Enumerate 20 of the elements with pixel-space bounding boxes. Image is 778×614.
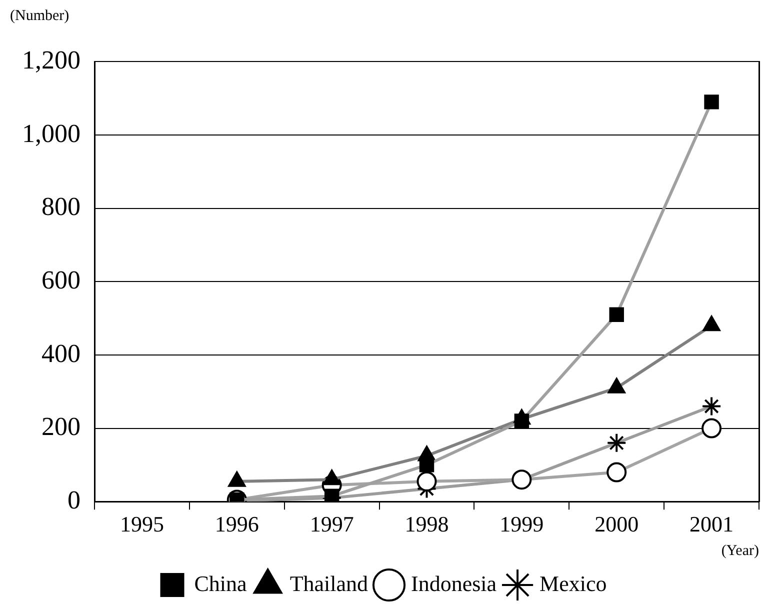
x-tick-label: 1995 <box>120 512 164 537</box>
y-tick-label: 600 <box>42 265 80 294</box>
legend-label: Mexico <box>540 570 607 596</box>
y-tick-label: 800 <box>42 192 80 222</box>
x-tick-label: 1997 <box>310 512 354 537</box>
x-tick-label: 1996 <box>214 512 259 537</box>
x-axis-title: (Year) <box>721 542 759 559</box>
y-tick-label: 1,200 <box>22 45 80 74</box>
x-tick-label: 2001 <box>690 512 734 537</box>
y-tick-label: 200 <box>42 412 80 442</box>
x-tick-label: 2000 <box>594 512 639 537</box>
legend-label: China <box>194 570 248 596</box>
y-tick-label: 0 <box>68 485 80 514</box>
y-tick-label: 1,000 <box>22 118 80 148</box>
legend-label: Thailand <box>290 570 368 596</box>
y-axis-title: (Number) <box>10 8 70 25</box>
x-tick-label: 1998 <box>404 512 449 537</box>
x-tick-label: 1999 <box>500 512 544 537</box>
y-tick-label: 400 <box>42 338 80 368</box>
legend-label: Indonesia <box>411 570 497 596</box>
